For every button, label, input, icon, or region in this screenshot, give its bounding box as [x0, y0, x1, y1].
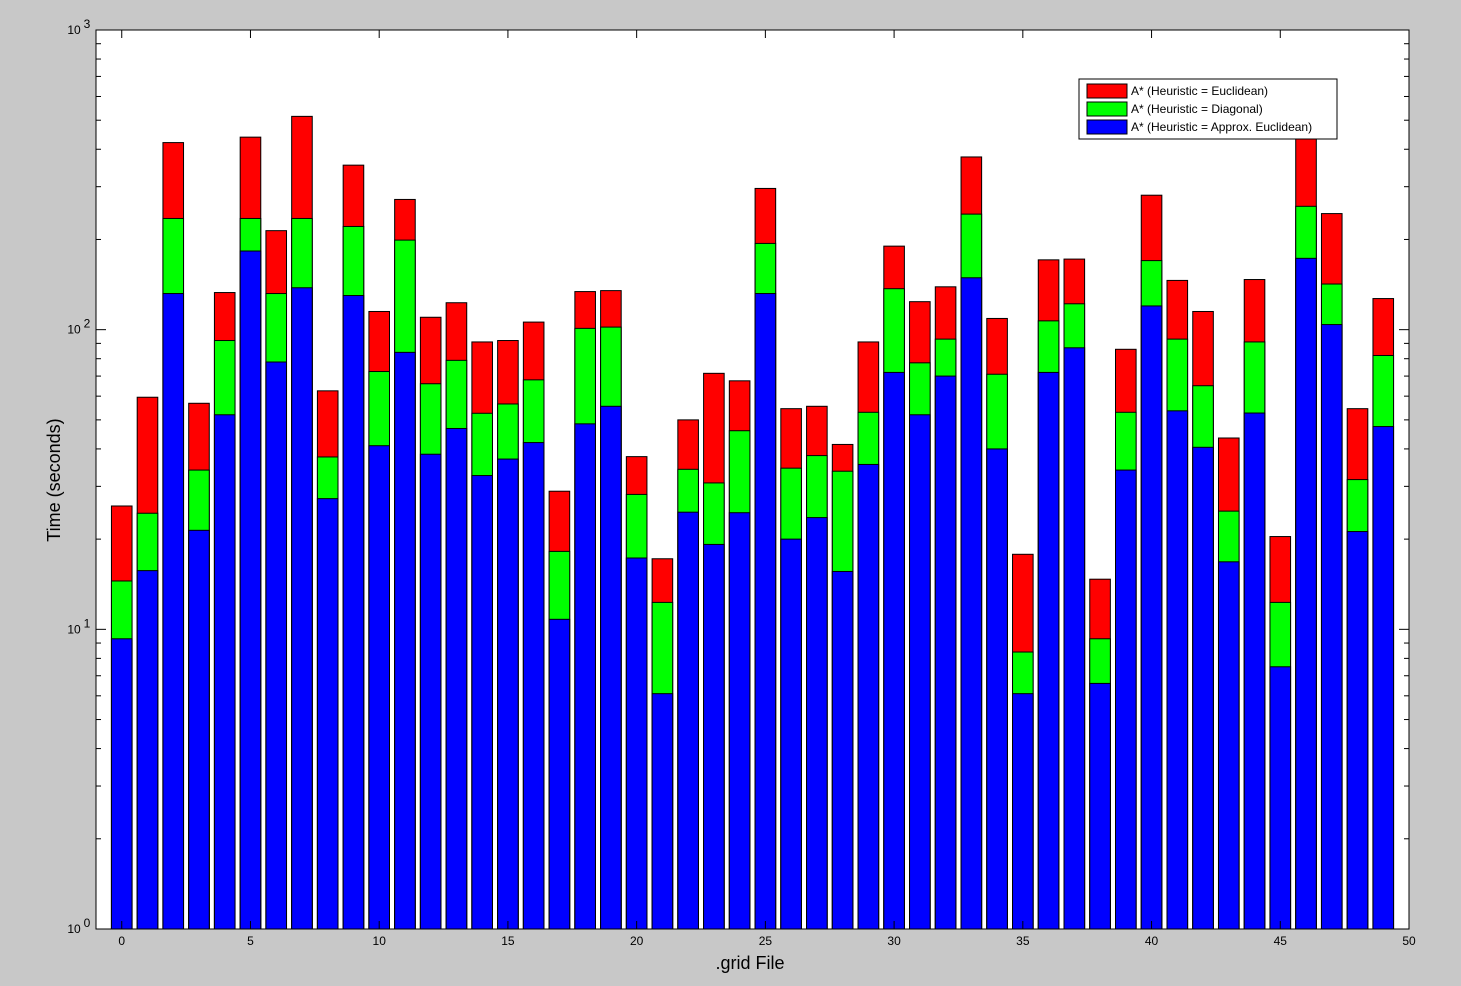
x-tick-label: 35 — [1016, 934, 1030, 948]
bar-a-heuristic-approx-euclidean-25 — [754, 293, 777, 930]
bar-a-heuristic-approx-euclidean-32 — [934, 375, 957, 930]
bar-a-heuristic-approx-euclidean-40 — [1140, 305, 1163, 930]
x-tick-label: 0 — [118, 934, 125, 948]
bar-a-heuristic-approx-euclidean-0 — [110, 638, 133, 930]
bar-a-heuristic-approx-euclidean-27 — [806, 517, 828, 930]
x-tick-label: 20 — [630, 934, 644, 948]
y-tick-exponent: 1 — [84, 616, 91, 630]
legend-label-a-heuristic-diagonal: A* (Heuristic = Diagonal) — [1131, 102, 1263, 116]
bar-a-heuristic-approx-euclidean-11 — [394, 351, 416, 930]
y-axis-title: Time (seconds) — [44, 418, 64, 541]
bar-a-heuristic-approx-euclidean-4 — [213, 414, 236, 930]
y-tick-label: 10 — [67, 622, 81, 636]
legend-label-a-heuristic-approx-euclidean: A* (Heuristic = Approx. Euclidean) — [1131, 120, 1312, 134]
x-tick-label: 40 — [1145, 934, 1159, 948]
bar-a-heuristic-approx-euclidean-22 — [677, 511, 699, 930]
x-tick-label: 5 — [247, 934, 254, 948]
bar-a-heuristic-approx-euclidean-49 — [1372, 426, 1395, 930]
bar-a-heuristic-approx-euclidean-46 — [1295, 257, 1317, 930]
bar-a-heuristic-approx-euclidean-29 — [857, 463, 880, 930]
legend: A* (Heuristic = Euclidean) A* (Heuristic … — [1078, 78, 1338, 140]
bar-a-heuristic-approx-euclidean-8 — [316, 498, 339, 930]
bar-a-heuristic-approx-euclidean-24 — [728, 512, 751, 930]
x-tick-label: 10 — [373, 934, 387, 948]
bar-a-heuristic-approx-euclidean-30 — [883, 371, 905, 930]
bar-a-heuristic-approx-euclidean-17 — [548, 618, 571, 930]
bar-a-heuristic-approx-euclidean-47 — [1320, 324, 1343, 930]
bar-a-heuristic-approx-euclidean-19 — [600, 405, 622, 930]
bar-a-heuristic-approx-euclidean-2 — [162, 293, 185, 930]
bar-a-heuristic-approx-euclidean-21 — [651, 693, 674, 930]
bar-a-heuristic-approx-euclidean-37 — [1063, 347, 1086, 930]
bar-a-heuristic-approx-euclidean-9 — [342, 295, 365, 930]
y-tick-exponent: 0 — [84, 916, 91, 930]
bar-a-heuristic-approx-euclidean-45 — [1269, 666, 1292, 930]
x-axis-title: .grid File — [715, 953, 784, 973]
y-tick-exponent: 3 — [84, 17, 91, 31]
bar-a-heuristic-approx-euclidean-18 — [574, 423, 596, 930]
bar-a-heuristic-approx-euclidean-41 — [1166, 410, 1189, 930]
bar-a-heuristic-approx-euclidean-5 — [239, 250, 262, 930]
bar-a-heuristic-approx-euclidean-10 — [368, 445, 390, 930]
bar-a-heuristic-approx-euclidean-6 — [265, 361, 288, 930]
bar-a-heuristic-approx-euclidean-7 — [291, 287, 313, 930]
legend-swatch-a-heuristic-euclidean — [1086, 83, 1128, 99]
bar-a-heuristic-approx-euclidean-3 — [188, 529, 210, 930]
bars-group — [110, 115, 1395, 930]
y-tick-label: 10 — [67, 922, 81, 936]
bar-a-heuristic-approx-euclidean-13 — [445, 427, 468, 930]
x-tick-label: 15 — [501, 934, 515, 948]
legend-label-a-heuristic-euclidean: A* (Heuristic = Euclidean) — [1131, 84, 1268, 98]
bar-a-heuristic-approx-euclidean-48 — [1346, 531, 1369, 930]
bar-a-heuristic-approx-euclidean-26 — [780, 538, 802, 930]
x-tick-label: 50 — [1402, 934, 1416, 948]
legend-swatch-a-heuristic-diagonal — [1086, 101, 1128, 117]
plot-area — [95, 29, 1410, 930]
legend-swatch-a-heuristic-approx-euclidean — [1086, 119, 1128, 135]
bar-a-heuristic-approx-euclidean-1 — [136, 570, 159, 930]
bar-a-heuristic-approx-euclidean-36 — [1037, 371, 1060, 930]
x-tick-label: 30 — [887, 934, 901, 948]
y-tick-label: 10 — [67, 323, 81, 337]
y-tick-exponent: 2 — [84, 317, 91, 331]
bar-a-heuristic-approx-euclidean-20 — [625, 557, 648, 930]
y-tick-label: 10 — [67, 23, 81, 37]
bar-a-heuristic-approx-euclidean-38 — [1089, 682, 1111, 930]
bar-a-heuristic-approx-euclidean-23 — [703, 543, 725, 930]
x-tick-label: 25 — [759, 934, 773, 948]
bar-a-heuristic-approx-euclidean-35 — [1012, 693, 1034, 930]
bar-a-heuristic-approx-euclidean-42 — [1192, 446, 1214, 930]
bar-a-heuristic-approx-euclidean-33 — [960, 277, 983, 930]
bar-a-heuristic-approx-euclidean-44 — [1243, 412, 1266, 930]
bar-a-heuristic-approx-euclidean-43 — [1217, 561, 1240, 930]
bar-a-heuristic-approx-euclidean-14 — [471, 475, 493, 930]
bar-a-heuristic-approx-euclidean-39 — [1115, 469, 1137, 930]
bar-a-heuristic-approx-euclidean-31 — [909, 414, 931, 930]
bar-a-heuristic-approx-euclidean-34 — [986, 448, 1008, 930]
bar-a-heuristic-approx-euclidean-12 — [419, 453, 442, 930]
bar-a-heuristic-approx-euclidean-28 — [831, 570, 854, 930]
x-tick-label: 45 — [1274, 934, 1288, 948]
bar-a-heuristic-approx-euclidean-15 — [497, 458, 519, 930]
bar-a-heuristic-approx-euclidean-16 — [522, 442, 545, 930]
